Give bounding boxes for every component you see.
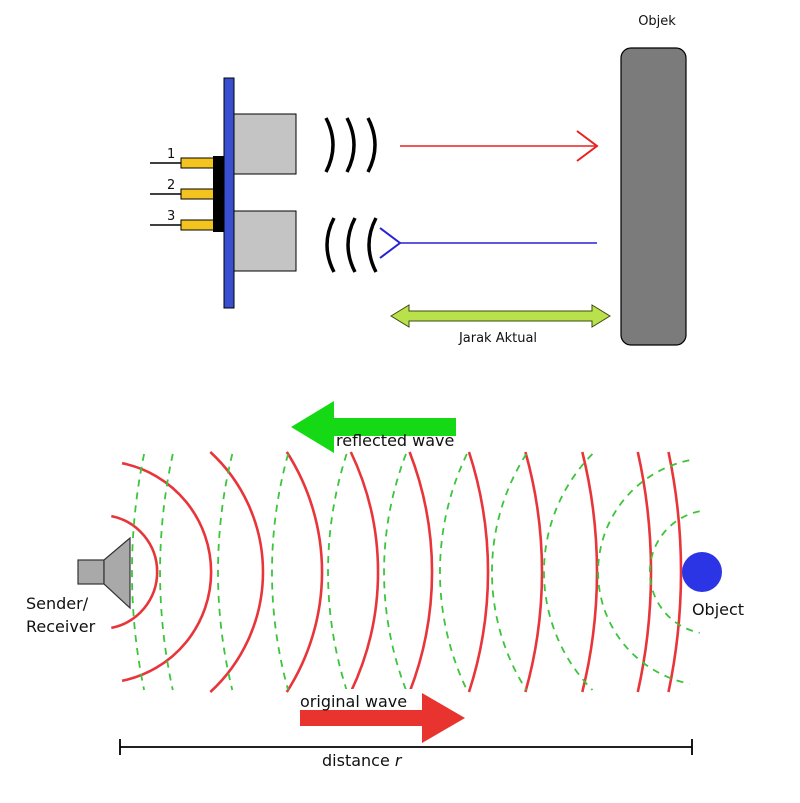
reflected-wave-front — [491, 453, 528, 691]
incoming-sound-waves — [325, 217, 378, 273]
pin — [180, 219, 216, 231]
reflected-wave-front — [159, 453, 174, 691]
outgoing-sound-waves — [324, 117, 377, 173]
original-wave-front — [285, 451, 324, 693]
distance-ruler — [119, 739, 693, 755]
original-wave-front — [209, 451, 265, 693]
receiver-module — [233, 210, 297, 272]
sender-label-line2: Receiver — [26, 617, 96, 636]
original-wave-label-bg — [298, 689, 420, 710]
original-wave-front — [111, 514, 159, 630]
object-dot — [682, 552, 722, 592]
pin — [180, 188, 216, 200]
reflected-wave-front — [543, 453, 594, 691]
reflected-wave-label: reflected wave — [336, 431, 454, 450]
distance-label: distance r — [322, 751, 403, 770]
original-wave-label: original wave — [300, 692, 407, 711]
pin-label: 2 — [167, 178, 175, 193]
original-wave-front — [581, 451, 599, 693]
actual-distance-label: Jarak Aktual — [458, 331, 537, 346]
object-block — [620, 47, 687, 346]
sensor-board — [223, 77, 235, 309]
sensor-diagram: 1 2 3 Jarak Aktual Objek — [150, 14, 687, 346]
echo-diagram: reflected wave Sender/ Receiver Object o… — [26, 401, 744, 770]
original-wave-front — [467, 451, 490, 693]
reflected-wave-front — [597, 459, 690, 685]
original-wave-front — [524, 451, 544, 693]
actual-distance-arrow — [390, 304, 611, 328]
original-wave-front — [349, 451, 380, 693]
reflected-wave-front — [327, 453, 348, 691]
original-wave-arrow — [300, 693, 465, 743]
speaker-icon — [77, 536, 131, 610]
wave-fronts — [111, 451, 700, 693]
object-block-label: Objek — [638, 14, 676, 29]
pin — [180, 157, 216, 169]
reflected-wave-front — [217, 453, 234, 691]
reflected-wave-arrow — [291, 401, 456, 453]
pin-header — [213, 156, 225, 232]
reflected-wave-front — [271, 453, 289, 691]
pin-label: 1 — [167, 147, 175, 162]
sensor-pins: 1 2 3 — [150, 147, 225, 232]
object-dot-label: Object — [692, 600, 744, 619]
reflected-wave-front — [439, 453, 468, 691]
transmitter-module — [233, 113, 297, 175]
reflected-wave-front — [131, 453, 145, 691]
pin-label: 3 — [167, 209, 175, 224]
reflected-wave-front — [383, 453, 407, 691]
sender-label-line1: Sender/ — [26, 594, 89, 613]
original-wave-front — [408, 451, 434, 693]
reflected-wave-front — [648, 510, 700, 634]
original-wave-front — [121, 461, 213, 683]
original-wave-front — [636, 451, 653, 693]
original-wave-front — [667, 451, 683, 693]
